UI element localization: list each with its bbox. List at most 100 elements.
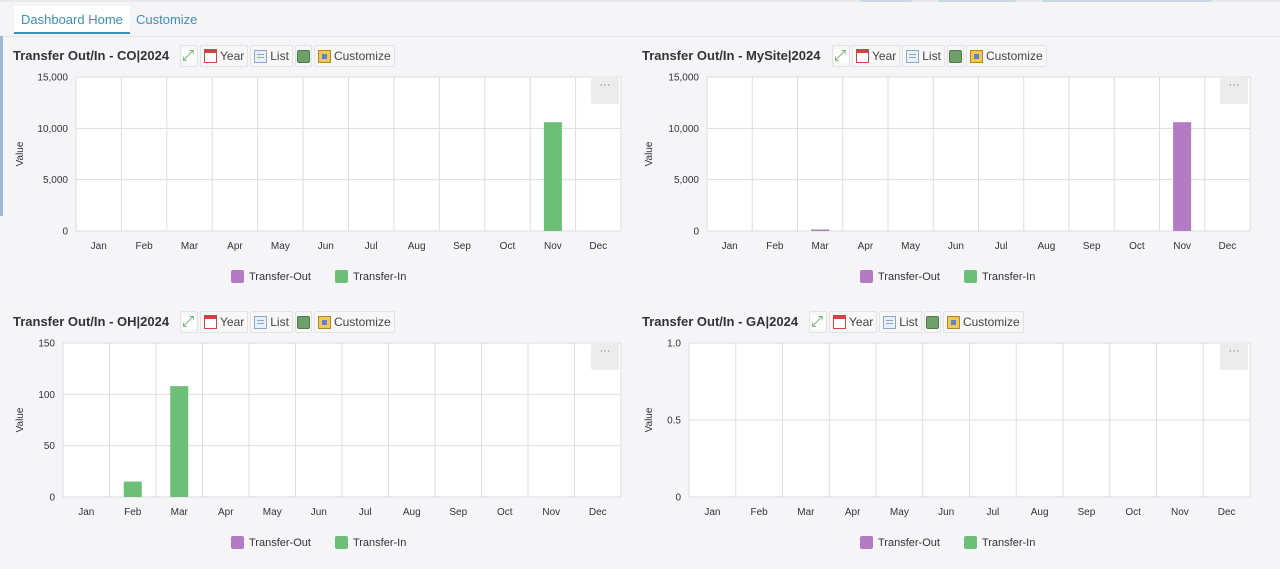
y-tick-label: 5,000 bbox=[43, 175, 68, 186]
list-button[interactable]: List bbox=[879, 311, 922, 333]
chart-panel-oh: Transfer Out/In - OH|2024 Year List Cust… bbox=[13, 306, 633, 566]
bar-transfer-in-nov[interactable] bbox=[543, 122, 562, 231]
x-tick-label: Sep bbox=[453, 241, 471, 252]
x-tick-label: Sep bbox=[1077, 507, 1095, 518]
legend-item-transfer-in[interactable]: Transfer-In bbox=[334, 270, 407, 283]
x-tick-label: Nov bbox=[1173, 241, 1191, 252]
x-tick-label: Aug bbox=[408, 241, 426, 252]
expand-button[interactable] bbox=[832, 45, 850, 67]
chart-panel-mysite: Transfer Out/In - MySite|2024 Year List … bbox=[642, 40, 1262, 300]
chart-menu-button[interactable]: ··· bbox=[1220, 344, 1248, 370]
customize-button[interactable]: Customize bbox=[313, 311, 395, 333]
x-tick-label: Jul bbox=[365, 241, 378, 252]
legend-label: Transfer-In bbox=[352, 270, 407, 283]
y-tick-label: 1.0 bbox=[667, 339, 681, 350]
x-tick-label: May bbox=[890, 507, 909, 518]
y-tick-label: 50 bbox=[44, 441, 56, 452]
legend-swatch bbox=[334, 536, 348, 549]
x-tick-label: Mar bbox=[812, 241, 830, 252]
y-tick-label: 10,000 bbox=[37, 124, 68, 135]
calendar-icon bbox=[856, 49, 869, 63]
list-icon bbox=[254, 315, 268, 329]
chart-menu-button[interactable]: ··· bbox=[1220, 78, 1248, 104]
legend-swatch bbox=[860, 536, 873, 549]
legend-label: Transfer-Out bbox=[878, 270, 940, 283]
x-tick-label: Feb bbox=[766, 241, 784, 252]
y-tick-label: 150 bbox=[38, 339, 55, 350]
legend-label: Transfer-Out bbox=[249, 270, 311, 283]
chart-legend: Transfer-Out Transfer-In bbox=[231, 536, 430, 549]
x-tick-label: Aug bbox=[1037, 241, 1055, 252]
bar-transfer-in-feb[interactable] bbox=[123, 481, 142, 497]
x-tick-label: Feb bbox=[751, 507, 769, 518]
legend-swatch bbox=[334, 270, 348, 283]
bar-transfer-out-mar[interactable] bbox=[811, 229, 830, 232]
x-tick-label: Jan bbox=[78, 507, 94, 518]
year-button[interactable]: Year bbox=[200, 311, 249, 333]
bar-transfer-out-nov[interactable] bbox=[1173, 122, 1192, 231]
bar-transfer-in-mar[interactable] bbox=[170, 386, 189, 497]
top-button-2[interactable] bbox=[938, 0, 1016, 2]
export-button[interactable] bbox=[294, 311, 312, 333]
x-tick-label: Dec bbox=[1218, 507, 1236, 518]
legend-label: Transfer-In bbox=[981, 536, 1036, 549]
top-button-3[interactable] bbox=[1042, 0, 1212, 2]
legend-item-transfer-out[interactable]: Transfer-Out bbox=[860, 270, 940, 283]
legend-item-transfer-out[interactable]: Transfer-Out bbox=[860, 536, 940, 549]
export-button[interactable] bbox=[923, 311, 941, 333]
customize-label: Customize bbox=[985, 49, 1043, 63]
list-label: List bbox=[922, 49, 941, 63]
expand-icon bbox=[811, 312, 825, 330]
x-tick-label: Jan bbox=[704, 507, 720, 518]
chart-title: Transfer Out/In - MySite|2024 bbox=[642, 48, 821, 63]
top-button-1[interactable] bbox=[860, 0, 912, 2]
list-button[interactable]: List bbox=[902, 45, 945, 67]
year-button[interactable]: Year bbox=[829, 311, 878, 333]
legend-item-transfer-in[interactable]: Transfer-In bbox=[963, 536, 1036, 549]
calendar-icon bbox=[204, 49, 217, 63]
tab-dashboard-home[interactable]: Dashboard Home bbox=[14, 6, 130, 34]
x-tick-label: May bbox=[271, 241, 290, 252]
expand-icon bbox=[182, 312, 196, 330]
left-accent-stripe bbox=[0, 36, 3, 216]
tab-customize[interactable]: Customize bbox=[136, 12, 198, 27]
export-icon bbox=[296, 315, 310, 329]
year-button[interactable]: Year bbox=[200, 45, 249, 67]
export-icon bbox=[925, 315, 939, 329]
expand-button[interactable] bbox=[180, 311, 198, 333]
customize-label: Customize bbox=[333, 315, 391, 329]
expand-button[interactable] bbox=[809, 311, 827, 333]
list-button[interactable]: List bbox=[250, 311, 293, 333]
legend-swatch bbox=[963, 270, 977, 283]
calendar-icon bbox=[204, 315, 217, 329]
export-button[interactable] bbox=[946, 45, 964, 67]
chart-legend: Transfer-Out Transfer-In bbox=[860, 536, 1059, 549]
legend-item-transfer-in[interactable]: Transfer-In bbox=[334, 536, 407, 549]
legend-item-transfer-out[interactable]: Transfer-Out bbox=[231, 270, 311, 283]
export-button[interactable] bbox=[294, 45, 312, 67]
expand-icon bbox=[182, 46, 196, 64]
chart-toolbar: Year List Customize bbox=[832, 45, 1049, 67]
x-tick-label: Apr bbox=[227, 241, 243, 252]
customize-button[interactable]: Customize bbox=[313, 45, 395, 67]
chart-menu-button[interactable]: ··· bbox=[591, 78, 619, 104]
customize-button[interactable]: Customize bbox=[942, 311, 1024, 333]
expand-button[interactable] bbox=[180, 45, 198, 67]
x-tick-label: Dec bbox=[589, 507, 607, 518]
list-button[interactable]: List bbox=[250, 45, 293, 67]
legend-item-transfer-in[interactable]: Transfer-In bbox=[963, 270, 1035, 283]
chart-menu-button[interactable]: ··· bbox=[591, 344, 619, 370]
legend-swatch bbox=[231, 536, 244, 549]
y-tick-label: 100 bbox=[38, 390, 55, 401]
x-tick-label: Jul bbox=[995, 241, 1008, 252]
legend-label: Transfer-In bbox=[352, 536, 407, 549]
customize-button[interactable]: Customize bbox=[965, 45, 1047, 67]
x-tick-label: Nov bbox=[542, 507, 560, 518]
y-axis-label: Value bbox=[15, 407, 26, 432]
year-label: Year bbox=[220, 315, 245, 329]
year-button[interactable]: Year bbox=[852, 45, 901, 67]
legend-item-transfer-out[interactable]: Transfer-Out bbox=[231, 536, 311, 549]
list-label: List bbox=[899, 315, 918, 329]
x-tick-label: Jul bbox=[359, 507, 372, 518]
x-tick-label: Apr bbox=[845, 507, 861, 518]
